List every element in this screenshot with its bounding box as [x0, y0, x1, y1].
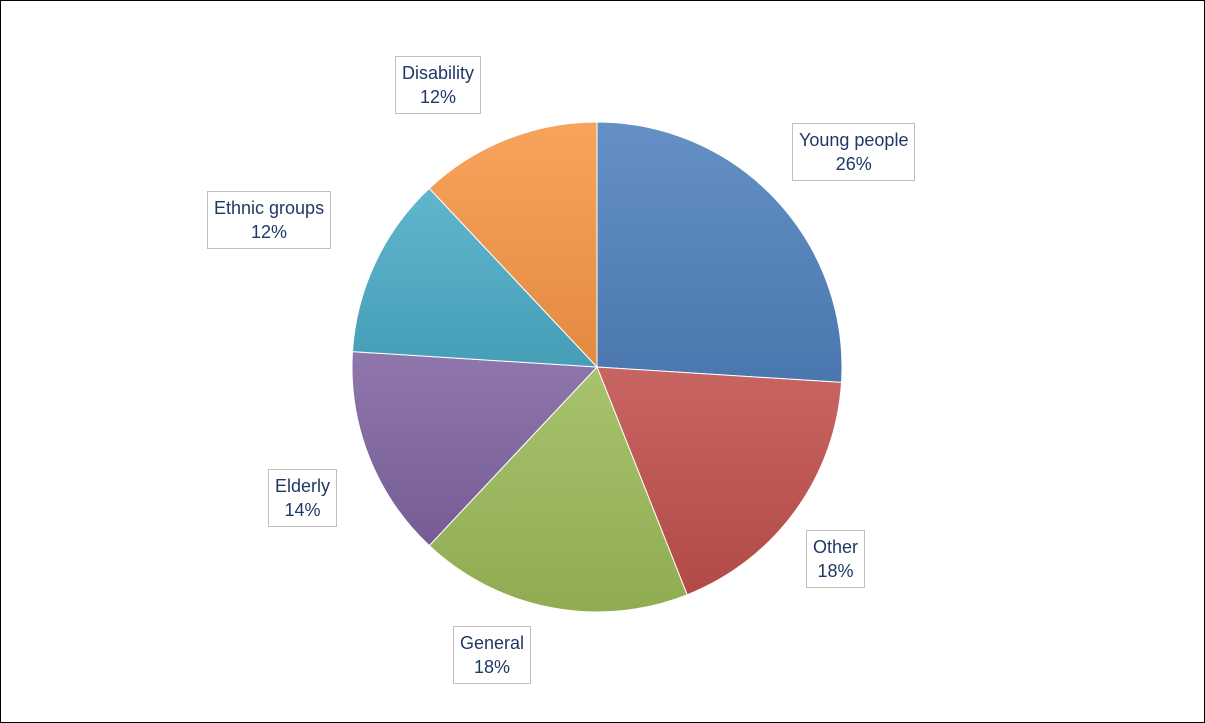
- label-percent: 18%: [474, 657, 511, 677]
- pie-slice-ethnic: [351, 187, 599, 368]
- label-category: Elderly: [275, 476, 331, 496]
- data-label-disability: Disability 12%: [395, 56, 482, 114]
- data-label-ethnic-groups: Ethnic groups 12%: [207, 191, 332, 249]
- data-label-young-people: Young people 26%: [792, 123, 916, 181]
- label-category: Disability: [402, 63, 475, 83]
- pie-slice-disability: [428, 121, 598, 369]
- pie-slice-other: [596, 366, 843, 596]
- label-percent: 26%: [835, 154, 872, 174]
- pie-slice-general: [428, 366, 688, 613]
- label-percent: 14%: [284, 500, 321, 520]
- label-category: Other: [813, 537, 859, 557]
- label-category: Ethnic groups: [214, 198, 325, 218]
- data-label-general: General 18%: [453, 626, 532, 684]
- pie-slice-elderly: [351, 351, 599, 547]
- data-label-other: Other 18%: [806, 530, 866, 588]
- pie-slice-young: [596, 121, 843, 383]
- label-category: Young people: [799, 130, 909, 150]
- label-percent: 12%: [420, 87, 457, 107]
- label-percent: 12%: [251, 222, 288, 242]
- label-percent: 18%: [817, 561, 854, 581]
- data-label-elderly: Elderly 14%: [268, 469, 338, 527]
- label-category: General: [460, 633, 525, 653]
